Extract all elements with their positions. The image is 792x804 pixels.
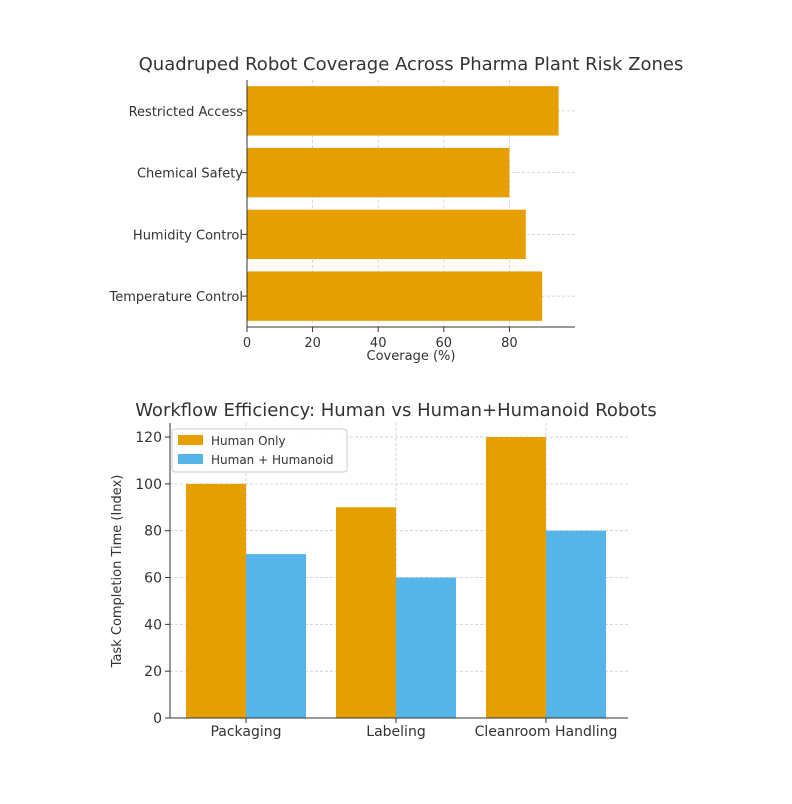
- x-tick-label: 0: [243, 336, 251, 351]
- category-label: Chemical Safety: [137, 167, 243, 182]
- workflow-chart: Workflow Efficiency: Human vs Human+Huma…: [110, 400, 657, 740]
- workflow-chart-y-ticks: 0 20 40 60 80 100 120: [135, 430, 170, 727]
- workflow-chart-y-label: Task Completion Time (Index): [110, 475, 125, 669]
- human-humanoid-bar: [546, 530, 606, 718]
- human-only-bar: [186, 483, 246, 718]
- category-label: Temperature Control: [109, 290, 243, 305]
- x-tick-label: 80: [501, 336, 518, 351]
- workflow-chart-bars: [186, 437, 606, 718]
- human-only-bar: [486, 437, 546, 718]
- legend-swatch: [178, 454, 203, 464]
- legend-box: [171, 428, 348, 473]
- y-tick-label: 100: [135, 477, 162, 493]
- coverage-chart-bars: [247, 86, 559, 321]
- legend-label: Human + Humanoid: [211, 453, 334, 467]
- coverage-chart-x-label: Coverage (%): [367, 349, 456, 364]
- legend-label: Human Only: [211, 434, 286, 448]
- human-humanoid-bar: [246, 554, 306, 718]
- coverage-chart-category-labels: Temperature Control Humidity Control Chemi…: [109, 105, 247, 305]
- coverage-bar: [247, 147, 510, 198]
- y-tick-label: 20: [144, 664, 162, 680]
- workflow-chart-legend: Human Only Human + Humanoid: [171, 428, 348, 473]
- human-humanoid-bar: [396, 577, 456, 718]
- category-label: Labeling: [366, 724, 425, 740]
- coverage-chart-axes: [246, 80, 575, 328]
- coverage-chart-title: Quadruped Robot Coverage Across Pharma P…: [139, 54, 684, 75]
- human-only-bar: [336, 507, 396, 718]
- category-label: Packaging: [210, 724, 281, 740]
- legend-swatch: [178, 435, 203, 445]
- x-tick-label: 20: [304, 336, 321, 351]
- y-tick-label: 120: [135, 430, 162, 446]
- y-tick-label: 0: [153, 711, 162, 727]
- coverage-bar: [247, 86, 559, 136]
- y-tick-label: 80: [144, 524, 162, 540]
- y-tick-label: 40: [144, 617, 162, 633]
- x-tick-label: 40: [370, 336, 387, 351]
- x-tick-label: 60: [436, 336, 453, 351]
- category-label: Cleanroom Handling: [475, 724, 618, 740]
- category-label: Humidity Control: [133, 228, 243, 243]
- workflow-chart-category-labels: Packaging Labeling Cleanroom Handling: [210, 718, 617, 740]
- workflow-chart-title: Workflow Efficiency: Human vs Human+Huma…: [135, 400, 657, 421]
- coverage-bar: [247, 271, 543, 321]
- coverage-chart: Quadruped Robot Coverage Across Pharma P…: [109, 54, 684, 364]
- y-tick-label: 60: [144, 571, 162, 587]
- coverage-bar: [247, 209, 526, 260]
- coverage-chart-x-ticks: 0 20 40 60 80: [243, 327, 518, 351]
- category-label: Restricted Access: [129, 105, 244, 120]
